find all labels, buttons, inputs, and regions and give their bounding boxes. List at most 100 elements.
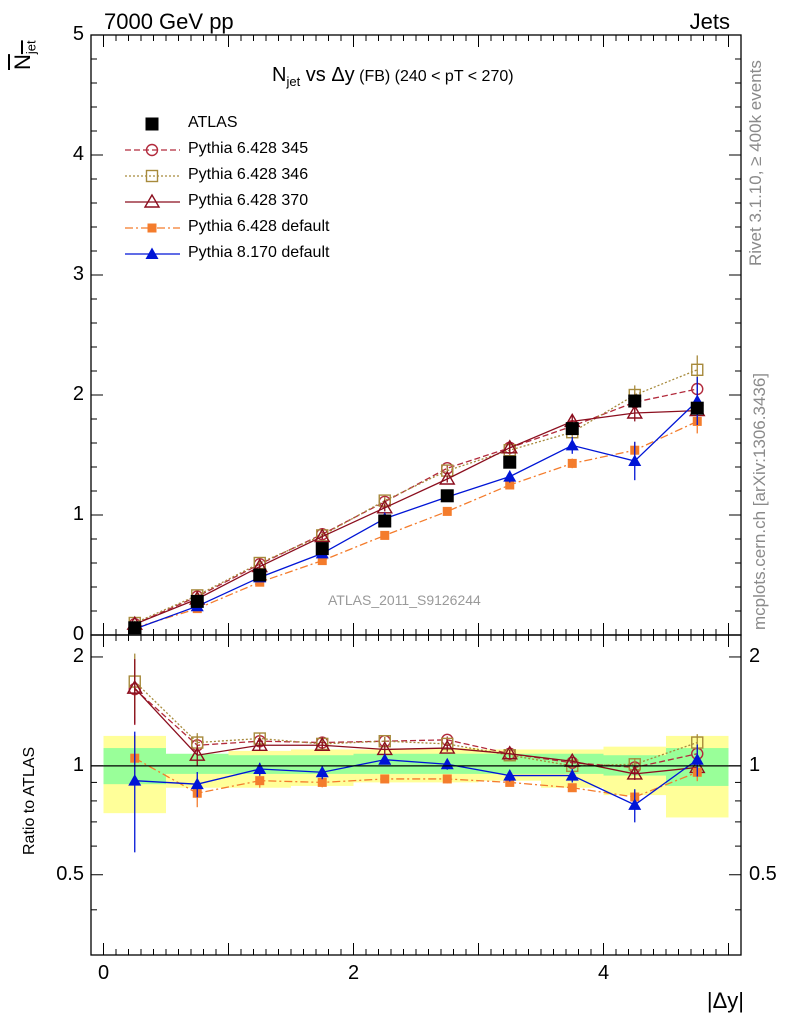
y-ratio-tick-label-right: 0.5 [749,862,777,885]
data-point [567,458,577,468]
data-point [565,438,579,451]
atlas-data-point [440,489,454,503]
plot-title: Njet vs Δy (FB) (240 < pT < 270) [272,64,514,89]
series-line [134,409,698,625]
ratio-point [565,769,579,781]
legend-label: Pythia 6.428 346 [188,166,309,183]
series-line [134,400,698,630]
ratio-point [314,736,331,751]
legend-marker [145,247,159,259]
series-ratio-line [134,759,698,806]
y-tick-label: 2 [72,383,84,405]
title-n: N [272,64,287,86]
ratio-panel-frame [90,634,742,956]
y-axis-label-top: Njet [10,40,38,70]
atlas-data-point [690,401,704,415]
series-line [134,388,698,625]
data-point [314,528,331,543]
legend-marker [147,223,157,233]
y-ratio-tick-label: 2 [72,644,84,667]
ratio-point [255,776,265,786]
energy-label: 7000 GeV pp [104,9,234,34]
ratio-point [690,753,704,765]
title-n-sub: jet [286,74,301,89]
y-axis-label-bottom: Ratio to ATLAS [21,746,38,855]
ratio-point [439,739,456,754]
legend-label: Pythia 8.170 default [188,244,330,261]
y-tick-label: 0 [72,623,84,645]
ratio-point [442,774,452,784]
data-point [505,480,515,490]
legend-label: Pythia 6.428 345 [188,140,309,157]
ratio-point [189,746,206,761]
legend [125,117,180,259]
ratio-point [128,774,142,786]
process-label: Jets [689,9,730,34]
axis-ticks [91,34,741,955]
series-ratio-line [134,757,698,798]
series-layer [126,355,706,853]
data-point [691,363,704,376]
ratio-point [315,765,329,778]
legend-marker [145,169,159,183]
ratio-point [628,798,642,810]
legend-label: Pythia 6.428 default [188,218,330,235]
atlas-data-point [565,422,579,436]
data-point [626,404,643,419]
ratio-point [501,745,518,760]
y-tick-label: 3 [72,263,84,285]
y-ratio-tick-label-right: 1 [749,753,761,776]
title-range: (240 < pT < 270) [394,68,514,85]
ratio-point [126,679,143,694]
rivet-version: Rivet 3.1.10, ≥ 400k events [746,60,765,266]
ratio-point [380,774,390,784]
data-point [439,470,456,485]
data-point [317,556,327,566]
data-point [380,530,390,540]
atlas-data-point [503,455,517,469]
ratio-point [626,765,643,780]
ratio-point [253,762,267,775]
y-ratio-tick-label: 0.5 [56,862,84,885]
ratio-point [378,753,392,765]
series-ratio-line [134,687,698,775]
legend-label: ATLAS [188,114,238,131]
analysis-watermark: ATLAS_2011_S9126244 [328,592,481,608]
x-axis-label: |Δy| [706,988,744,1013]
legend-label: Pythia 6.428 370 [188,192,309,209]
ratio-point [190,777,204,790]
ratio-point [505,777,515,787]
title-dy: Δy [331,64,355,86]
data-point [628,454,642,466]
atlas-data-point [315,542,329,556]
atlas-data-point [378,514,392,528]
x-tick-label: 4 [597,962,610,984]
y-ratio-tick-label: 1 [72,753,84,776]
y-tick-label: 1 [72,503,84,525]
series-line [134,369,698,624]
ratio-point [251,736,268,751]
legend-marker [143,193,161,208]
ylabel-sub: jet [23,40,39,55]
atlas-data-point [253,568,267,582]
ratio-point [567,783,577,793]
ratio-point [317,777,327,787]
series-line [134,420,698,629]
series-ratio-line [134,688,698,769]
atlas-data-point [190,594,204,608]
legend-marker [145,117,159,131]
data-point [501,439,518,454]
title-fb: (FB) [354,68,395,85]
data-point [442,506,452,516]
y-ratio-tick-label-right: 2 [749,644,761,667]
atlas-data-point [628,394,642,408]
atlas-data-point [128,621,142,635]
mcplots-ref: mcplots.cern.ch [arXiv:1306.3436] [750,372,769,630]
plot-frames [90,34,742,956]
x-tick-label: 2 [347,962,360,984]
atlas-band-inner [478,753,541,774]
x-tick-label: 0 [97,962,110,984]
data-point [503,470,517,482]
y-tick-label: 4 [72,143,84,165]
